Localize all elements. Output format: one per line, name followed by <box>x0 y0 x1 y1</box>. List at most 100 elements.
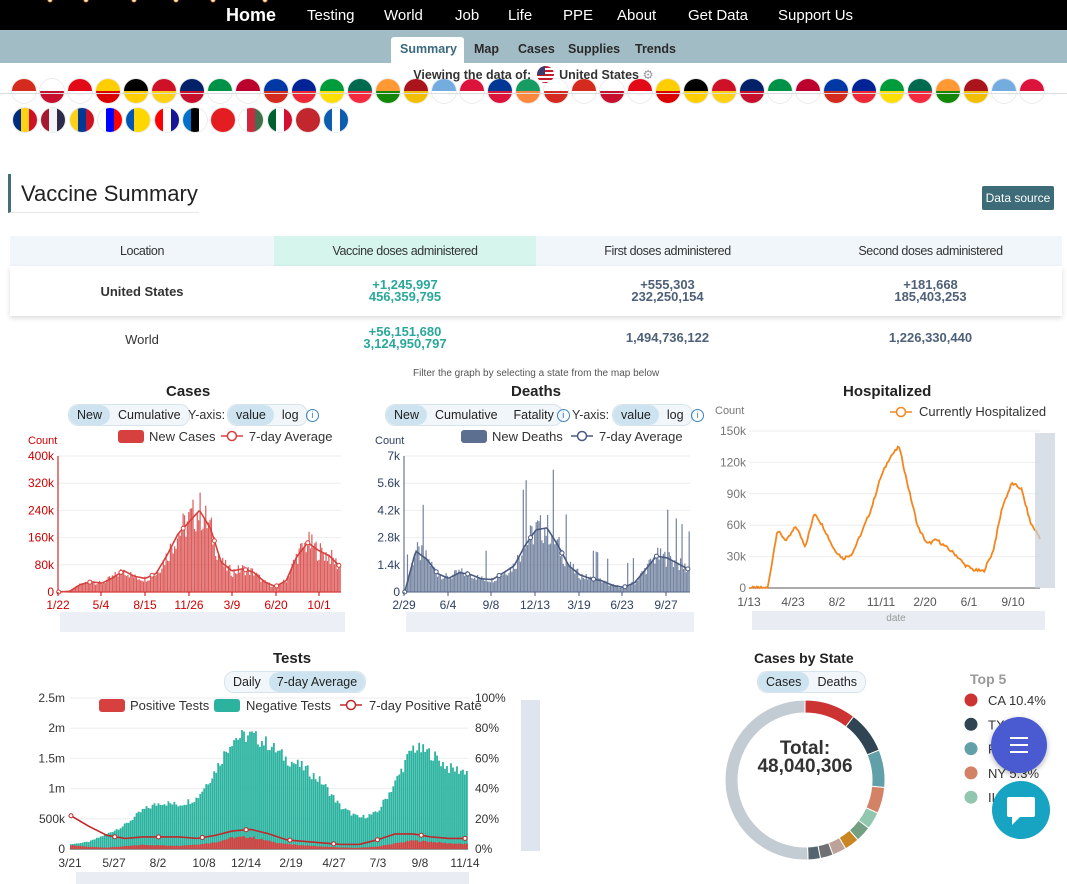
country-flag-icon[interactable] <box>964 79 988 103</box>
country-selector[interactable]: Viewing the data of: United States ⚙ <box>0 66 1067 83</box>
chat-button[interactable] <box>992 781 1050 839</box>
country-flag-icon[interactable] <box>488 79 512 103</box>
country-flag-icon[interactable] <box>40 79 64 103</box>
info-icon[interactable]: i <box>306 409 319 422</box>
country-flag-icon[interactable] <box>348 79 372 103</box>
country-flag-icon[interactable] <box>404 79 428 103</box>
country-flag-icon[interactable] <box>208 79 232 103</box>
nav-life-link[interactable]: Life <box>508 7 533 24</box>
country-flag-icon[interactable] <box>182 108 207 132</box>
negative-bar <box>308 776 311 849</box>
nav-testing-link[interactable]: Testing <box>307 7 355 24</box>
country-flag-icon[interactable] <box>628 79 652 103</box>
country-flag-icon[interactable] <box>516 79 540 103</box>
country-flag-icon[interactable] <box>124 79 148 103</box>
country-flag-icon[interactable] <box>908 79 932 103</box>
country-flag-icon[interactable] <box>712 79 736 103</box>
country-flag-icon[interactable] <box>267 108 292 132</box>
country-flag-icon[interactable] <box>992 79 1016 103</box>
country-flag-icon[interactable] <box>600 79 624 103</box>
country-flag-icon[interactable] <box>376 79 400 103</box>
deaths-fatality-option[interactable]: Fatality <box>513 408 554 422</box>
state-mode-toggle[interactable]: Cases Deaths <box>757 671 867 693</box>
tests-7day-option[interactable]: 7-day Average <box>268 672 366 692</box>
tab-trends[interactable]: Trends <box>635 42 676 56</box>
bar <box>552 469 554 592</box>
deaths-new-option[interactable]: New <box>386 405 428 425</box>
gear-icon[interactable]: ⚙ <box>642 68 654 82</box>
country-flag-icon[interactable] <box>572 79 596 103</box>
country-flag-icon[interactable] <box>1020 79 1044 103</box>
country-flag-icon[interactable] <box>126 108 151 132</box>
country-flag-icon[interactable] <box>824 79 848 103</box>
country-flag-icon[interactable] <box>544 79 568 103</box>
tab-cases[interactable]: Cases <box>518 42 555 56</box>
negative-bar <box>418 742 421 849</box>
country-flag-icon[interactable] <box>264 79 288 103</box>
nav-ppe-link[interactable]: PPE <box>563 7 594 24</box>
info-icon[interactable]: i <box>557 409 570 422</box>
cases-value-option[interactable]: value <box>228 405 274 425</box>
tab-supplies[interactable]: Supplies <box>568 42 621 56</box>
country-flag-icon[interactable] <box>69 108 94 132</box>
table-row[interactable]: World +56,151,680 3,124,950,797 1,494,73… <box>10 320 1062 360</box>
country-flag-icon[interactable] <box>796 79 820 103</box>
tab-summary[interactable]: Summary <box>391 37 464 63</box>
country-flag-icon[interactable] <box>154 108 179 132</box>
country-flag-icon[interactable] <box>852 79 876 103</box>
nav-support-us-link[interactable]: Support Us <box>778 7 854 24</box>
positive-bar <box>450 843 452 849</box>
country-flag-icon[interactable] <box>152 79 176 103</box>
nav-home-link[interactable]: Home <box>226 5 277 25</box>
country-flag-icon[interactable] <box>320 79 344 103</box>
tests-daily-option[interactable]: Daily <box>233 675 261 689</box>
state-deaths-option[interactable]: Deaths <box>817 675 858 689</box>
country-flag-icon[interactable] <box>41 108 66 132</box>
cases-new-option[interactable]: New <box>69 405 111 425</box>
country-flag-icon[interactable] <box>68 79 92 103</box>
deaths-log-option[interactable]: log <box>666 408 684 422</box>
country-flag-icon[interactable] <box>12 79 36 103</box>
nav-world-link[interactable]: World <box>384 7 423 24</box>
cases-log-option[interactable]: log <box>281 408 299 422</box>
info-icon[interactable]: i <box>691 409 704 422</box>
legend-swatch <box>99 699 125 712</box>
data-source-button[interactable]: Data source <box>982 186 1054 210</box>
bar <box>601 582 603 592</box>
country-flag-icon[interactable] <box>180 79 204 103</box>
country-flag-icon[interactable] <box>324 108 349 132</box>
deaths-cumulative-option[interactable]: Cumulative <box>435 408 498 422</box>
nav-about-link[interactable]: About <box>617 7 657 24</box>
country-flag-icon[interactable] <box>211 108 236 132</box>
country-flag-icon[interactable] <box>239 108 264 132</box>
deaths-mode-toggle[interactable]: New Cumulative Fatality <box>385 404 563 426</box>
cases-scale-toggle[interactable]: value log <box>227 404 308 426</box>
bar <box>429 565 431 592</box>
country-flag-icon[interactable] <box>656 79 680 103</box>
country-flag-icon[interactable] <box>460 79 484 103</box>
country-flag-icon[interactable] <box>740 79 764 103</box>
country-flag-icon[interactable] <box>96 79 120 103</box>
country-flag-icon[interactable] <box>880 79 904 103</box>
nav-get-data-link[interactable]: Get Data <box>688 7 749 24</box>
bar <box>489 582 492 592</box>
state-cases-option[interactable]: Cases <box>758 672 810 692</box>
cases-mode-toggle[interactable]: New Cumulative <box>68 404 190 426</box>
deaths-value-option[interactable]: value <box>613 405 659 425</box>
country-flag-icon[interactable] <box>936 79 960 103</box>
tab-map[interactable]: Map <box>474 42 499 56</box>
nav-job-link[interactable]: Job <box>455 7 480 24</box>
country-flag-icon[interactable] <box>432 79 456 103</box>
tests-mode-toggle[interactable]: Daily 7-day Average <box>224 671 367 693</box>
menu-fab-button[interactable] <box>991 717 1047 773</box>
country-flag-icon[interactable] <box>13 108 37 132</box>
country-flag-icon[interactable] <box>768 79 792 103</box>
country-flag-icon[interactable] <box>97 108 122 132</box>
country-flag-icon[interactable] <box>292 79 316 103</box>
country-flag-icon[interactable] <box>296 108 320 132</box>
deaths-scale-toggle[interactable]: value log <box>612 404 693 426</box>
cases-cumulative-option[interactable]: Cumulative <box>118 408 181 422</box>
table-row[interactable]: United States +1,245,997 456,359,795 +55… <box>10 266 1062 316</box>
country-flag-icon[interactable] <box>236 79 260 103</box>
country-flag-icon[interactable] <box>684 79 708 103</box>
